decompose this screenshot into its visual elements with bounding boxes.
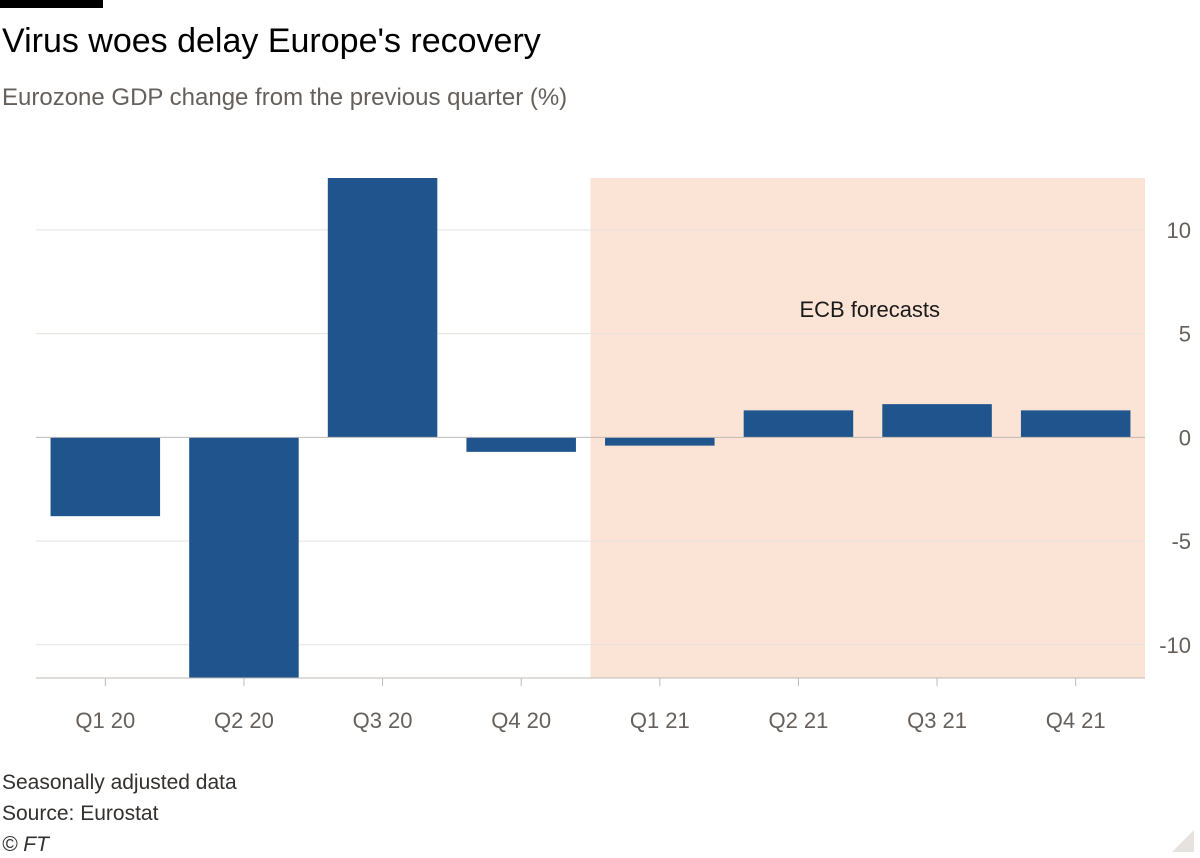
bar-q2-21 xyxy=(743,410,854,438)
x-tick-label: Q2 20 xyxy=(214,708,274,733)
x-tick-label: Q3 20 xyxy=(353,708,413,733)
bar-q2-20 xyxy=(189,437,299,678)
y-tick-label: 10 xyxy=(1167,218,1191,243)
x-tick-label: Q1 21 xyxy=(630,708,690,733)
y-tick-label: 0 xyxy=(1179,425,1191,450)
x-tick-label: Q3 21 xyxy=(907,708,967,733)
footnote-source: Source: Eurostat xyxy=(2,802,159,825)
bar-q4-20 xyxy=(466,437,576,452)
bar-q4-21 xyxy=(1020,410,1131,438)
copyright-text: © FT xyxy=(2,833,49,856)
x-tick-label: Q2 21 xyxy=(768,708,828,733)
bar-q1-21 xyxy=(605,437,715,446)
y-tick-label: -5 xyxy=(1171,529,1191,554)
chart-title: Virus woes delay Europe's recovery xyxy=(2,22,541,60)
y-tick-label: 5 xyxy=(1179,322,1191,347)
brand-top-bar xyxy=(0,0,103,8)
resize-corner-icon xyxy=(1172,830,1194,852)
bar-q3-20 xyxy=(327,178,438,438)
bar-q1-20 xyxy=(50,437,161,517)
bar-q3-21 xyxy=(882,404,992,438)
x-tick-label: Q1 20 xyxy=(75,708,135,733)
gdp-bar-chart: 10 5 0 -5 -10 Q1 20 Q2 20 Q3 20 Q4 20 Q1 21 Q2 21 Q… xyxy=(36,178,1191,733)
forecast-annotation: ECB forecasts xyxy=(799,297,940,322)
x-tick-label: Q4 20 xyxy=(491,708,551,733)
chart-subtitle: Eurozone GDP change from the previous qu… xyxy=(2,84,568,111)
y-tick-label: -10 xyxy=(1159,633,1191,658)
x-tick-label: Q4 21 xyxy=(1046,708,1106,733)
footnote-seasonal: Seasonally adjusted data xyxy=(2,771,237,794)
